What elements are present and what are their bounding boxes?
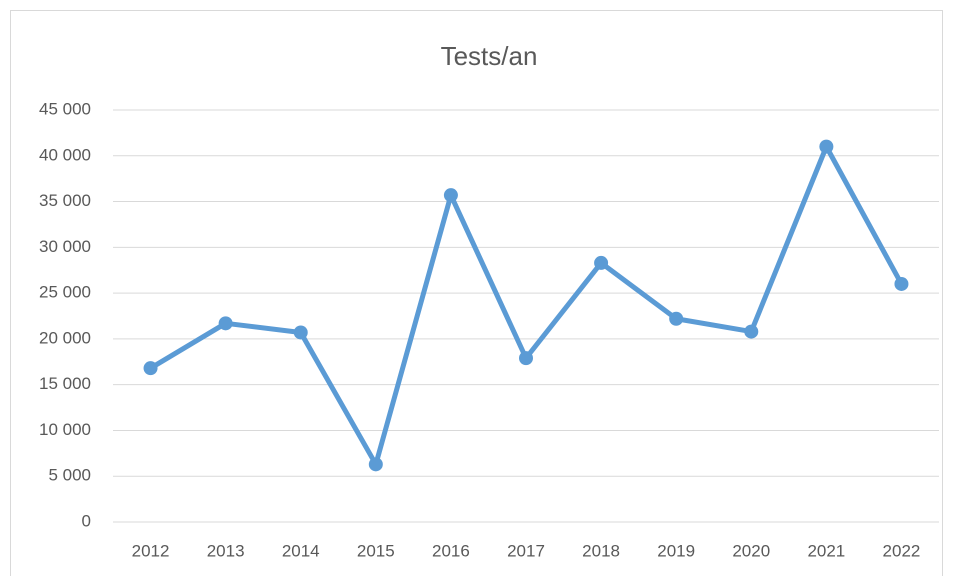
y-tick-label: 20 000 <box>39 328 91 347</box>
x-tick-label: 2019 <box>657 541 695 560</box>
data-point <box>519 351 533 366</box>
data-point <box>594 255 609 270</box>
chart-title: Tests/an <box>441 41 538 71</box>
x-tick-label: 2017 <box>507 541 545 560</box>
data-point <box>669 311 684 326</box>
data-point <box>293 325 308 340</box>
y-tick-label: 10 000 <box>39 420 91 439</box>
data-point <box>443 188 458 203</box>
x-tick-label: 2012 <box>132 541 170 560</box>
data-point <box>218 316 233 331</box>
data-point <box>143 361 158 376</box>
data-point <box>744 324 759 339</box>
x-tick-label: 2020 <box>732 541 770 560</box>
y-tick-label: 35 000 <box>39 191 91 210</box>
x-tick-label: 2015 <box>357 541 395 560</box>
y-tick-label: 40 000 <box>39 145 91 164</box>
y-tick-label: 30 000 <box>39 237 91 256</box>
y-tick-label: 5 000 <box>48 466 91 485</box>
y-tick-label: 45 000 <box>39 99 91 118</box>
x-tick-label: 2014 <box>282 541 320 560</box>
x-tick-label: 2018 <box>582 541 620 560</box>
x-tick-label: 2021 <box>807 541 845 560</box>
x-tick-label: 2016 <box>432 541 470 560</box>
y-tick-label: 25 000 <box>39 283 91 302</box>
x-tick-label: 2022 <box>883 541 921 560</box>
y-tick-label: 0 <box>82 511 91 530</box>
y-tick-label: 15 000 <box>39 374 91 393</box>
x-tick-label: 2013 <box>207 541 245 560</box>
data-point <box>894 276 909 291</box>
data-point <box>819 139 834 154</box>
data-point <box>368 457 383 472</box>
